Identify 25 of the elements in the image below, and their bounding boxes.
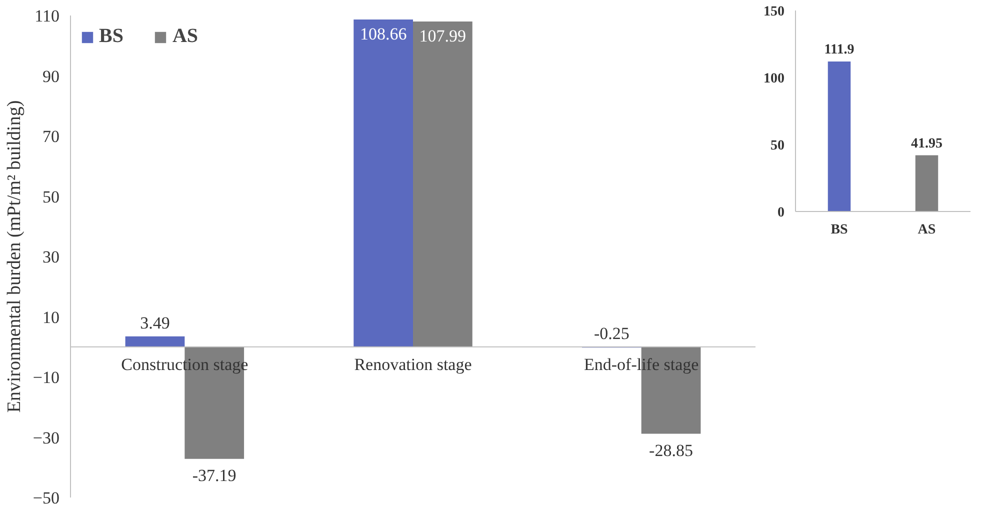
y-tick-label: −10 <box>32 368 60 387</box>
y-tick-label: 30 <box>42 248 60 266</box>
data-label: 111.9 <box>824 42 854 58</box>
y-tick-label: 0 <box>778 206 784 220</box>
y-tick-label: 110 <box>34 6 60 26</box>
data-label: 107.99 <box>419 26 466 46</box>
y-tick-label: 90 <box>42 66 60 86</box>
y-tick-label: −30 <box>32 428 60 448</box>
data-label: -0.25 <box>594 324 630 343</box>
y-tick-label: 70 <box>42 127 60 146</box>
y-tick-label: 50 <box>42 187 60 206</box>
y-tick-label: −50 <box>32 488 60 508</box>
data-label: 41.95 <box>911 136 942 152</box>
y-tick-label: 150 <box>764 4 784 20</box>
legend-label: AS <box>172 25 198 48</box>
data-label: -28.85 <box>649 440 693 460</box>
x-tick-label: Renovation stage <box>354 354 472 374</box>
y-tick-label: 50 <box>770 138 784 154</box>
data-label: 3.49 <box>140 313 170 332</box>
data-label: -37.19 <box>192 466 236 485</box>
y-axis-title: Environmental burden (mPt/m² building) <box>4 100 25 413</box>
y-tick-label: 10 <box>42 308 60 327</box>
legend-label: BS <box>99 25 124 48</box>
y-tick-label: 100 <box>764 72 784 86</box>
data-label: 108.66 <box>360 24 407 44</box>
